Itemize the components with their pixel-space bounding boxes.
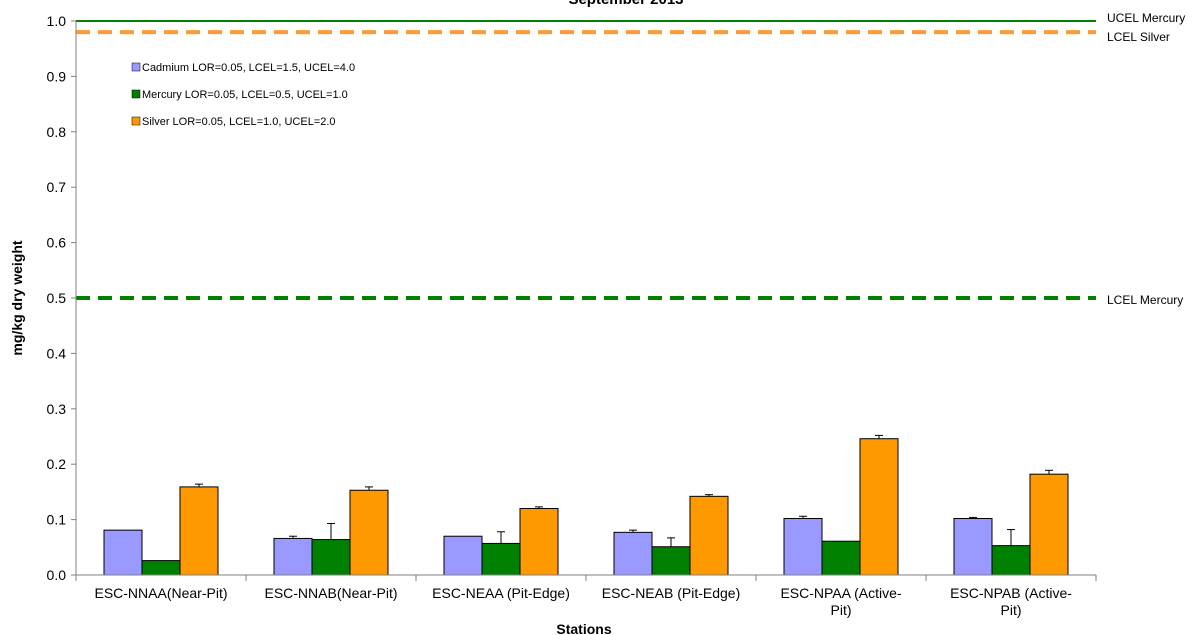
legend: Cadmium LOR=0.05, LCEL=1.5, UCEL=4.0 Merc… xyxy=(131,62,355,128)
y-tick-label: 0.9 xyxy=(47,68,67,84)
bar xyxy=(443,535,483,576)
reference-line-label: LCEL Silver xyxy=(1107,30,1170,44)
bar xyxy=(103,529,143,576)
legend-entry: Silver LOR=0.05, LCEL=1.0, UCEL=2.0 xyxy=(142,116,336,128)
legend-entry: Cadmium LOR=0.05, LCEL=1.5, UCEL=4.0 xyxy=(142,62,355,74)
bar xyxy=(613,531,653,576)
bar xyxy=(311,539,351,576)
y-tick-label: 1.0 xyxy=(47,13,67,29)
bar xyxy=(953,517,993,576)
bar-series xyxy=(103,434,1069,576)
reference-line-label: UCEL Mercury xyxy=(1107,11,1185,25)
bar xyxy=(349,489,389,576)
y-tick-label: 0.1 xyxy=(47,512,67,528)
reference-lines: UCEL Mercury LCEL Silver LCEL Mercury xyxy=(76,11,1185,307)
chart-title: September 2013 xyxy=(568,0,683,8)
legend-swatch xyxy=(131,62,141,72)
legend-entry: Mercury LOR=0.05, LCEL=0.5, UCEL=1.0 xyxy=(142,89,348,101)
y-axis-title: mg/kg dry weight xyxy=(9,240,25,355)
bar xyxy=(991,545,1031,576)
y-tick-label: 0.3 xyxy=(47,401,67,417)
bar xyxy=(141,560,181,576)
y-tick-label: 0.7 xyxy=(47,179,67,195)
bar xyxy=(689,495,729,576)
bar xyxy=(273,537,313,576)
bar xyxy=(821,540,861,576)
legend-swatch xyxy=(131,116,141,126)
reference-line-label: LCEL Mercury xyxy=(1107,293,1183,307)
x-tick-label: ESC-NNAA(Near-Pit) xyxy=(94,585,227,601)
bar xyxy=(481,542,521,576)
x-tick-label: ESC-NPAA (Active-Pit) xyxy=(780,585,901,618)
legend-swatch xyxy=(131,89,141,99)
x-tick-label: ESC-NPAB (Active-Pit) xyxy=(950,585,1072,618)
axes: 0.0 0.1 0.2 0.3 0.4 0.5 0.6 0.7 0.8 0.9 1.0 ESC-NNA… xyxy=(47,13,1097,618)
y-tick-label: 0.4 xyxy=(47,345,67,361)
y-tick-label: 0.5 xyxy=(47,290,67,306)
x-tick-label: ESC-NEAB (Pit-Edge) xyxy=(602,585,740,601)
x-tick-label: ESC-NNAB(Near-Pit) xyxy=(264,585,397,601)
bar xyxy=(783,517,823,576)
x-tick-label: ESC-NEAA (Pit-Edge) xyxy=(432,585,570,601)
bar xyxy=(519,508,559,576)
y-tick-label: 0.2 xyxy=(47,456,67,472)
bar xyxy=(1029,473,1069,576)
y-tick-label: 0.6 xyxy=(47,235,67,251)
y-tick-label: 0.0 xyxy=(47,567,67,583)
y-tick-label: 0.8 xyxy=(47,124,67,140)
bar xyxy=(179,486,219,576)
bar xyxy=(859,438,899,576)
x-axis-title: Stations xyxy=(556,621,611,635)
bar xyxy=(651,546,691,576)
